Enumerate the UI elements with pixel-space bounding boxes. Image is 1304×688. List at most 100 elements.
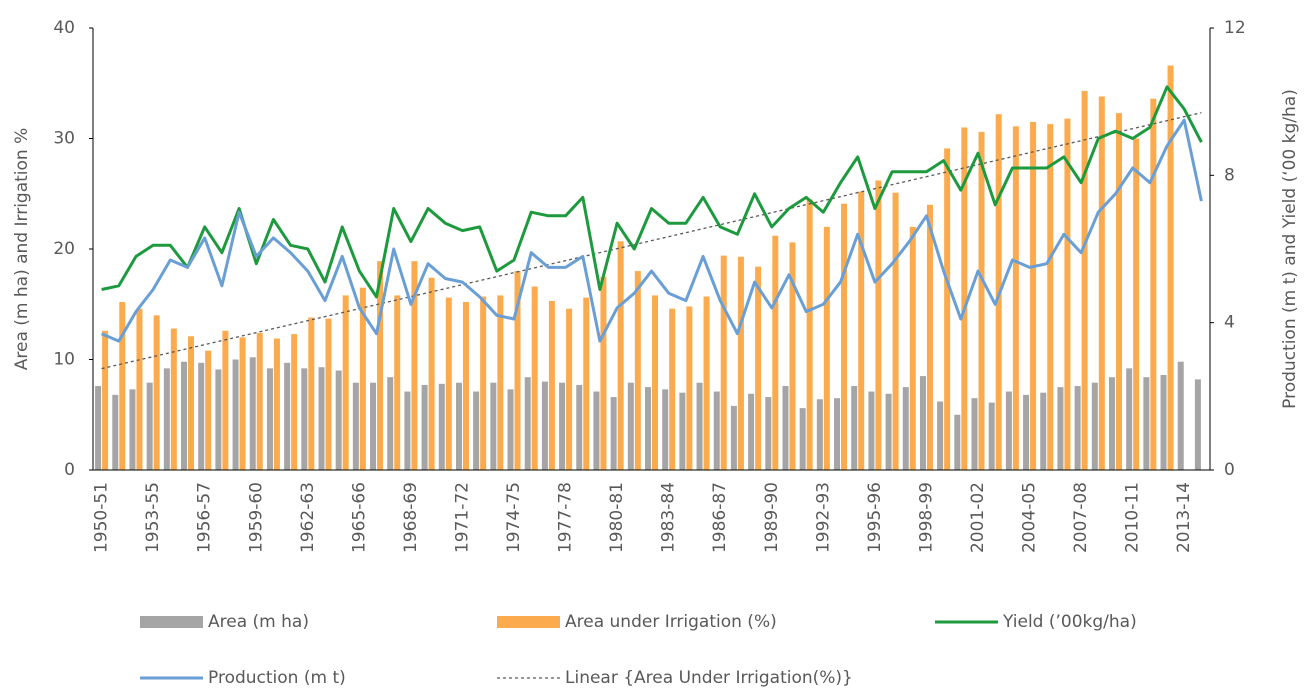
line-series: [101, 118, 1203, 343]
x-tick-label: 1977-78: [556, 482, 576, 553]
bar: [359, 287, 366, 470]
bar: [713, 391, 720, 470]
y-tick-label: 0: [64, 460, 75, 480]
bar: [377, 261, 384, 470]
bar: [445, 297, 452, 470]
bar: [669, 308, 676, 470]
bar: [1057, 387, 1064, 470]
bar: [909, 226, 916, 470]
bar: [256, 332, 263, 470]
bar: [926, 204, 933, 471]
bar: [720, 255, 727, 470]
x-tick-label: 2007-08: [1071, 482, 1091, 553]
bar: [696, 382, 703, 470]
bar: [112, 394, 119, 470]
bar: [748, 393, 755, 470]
x-tick-label: 1953-55: [143, 482, 163, 553]
y-tick-label: 30: [53, 129, 75, 149]
bar: [462, 302, 469, 470]
bar: [1023, 394, 1030, 470]
bar: [507, 389, 514, 470]
bar: [765, 397, 772, 470]
bar: [703, 296, 710, 470]
bar: [1030, 121, 1037, 471]
legend-label: Area (m ha): [208, 612, 309, 632]
bar: [455, 382, 462, 470]
bar: [1167, 65, 1174, 470]
bar: [988, 402, 995, 470]
bar: [1177, 361, 1184, 470]
x-tick-label: 1971-72: [452, 482, 472, 553]
bar: [318, 367, 325, 470]
bar: [308, 317, 315, 470]
bar: [249, 357, 256, 470]
bar: [610, 397, 617, 470]
legend-label: Linear {Area Under Irrigation(%)}: [565, 668, 853, 688]
bar: [576, 384, 583, 470]
bar: [232, 359, 239, 470]
bar: [868, 391, 875, 470]
x-tick-label: 2013-14: [1174, 482, 1194, 553]
bar: [352, 382, 359, 470]
bar: [789, 242, 796, 470]
bar: [222, 330, 229, 470]
bar: [1005, 391, 1012, 470]
bar: [730, 405, 737, 470]
legend-swatch: [140, 616, 203, 628]
bar: [978, 131, 985, 470]
bar: [163, 368, 170, 470]
bar: [531, 286, 538, 470]
y2-tick-label: 8: [1224, 165, 1235, 185]
bar: [387, 377, 394, 470]
bar: [1150, 98, 1157, 470]
bar: [548, 300, 555, 470]
bar: [394, 295, 401, 470]
bar: [129, 389, 136, 470]
bar: [652, 295, 658, 470]
bar: [1091, 382, 1098, 470]
x-tick-label: 1986-87: [710, 482, 730, 553]
bar: [1108, 377, 1115, 470]
bar: [583, 297, 590, 470]
y2-tick-label: 4: [1224, 313, 1235, 333]
bar: [971, 398, 978, 470]
line-series: [101, 85, 1203, 299]
bar: [102, 330, 109, 470]
bar: [823, 226, 830, 470]
bar: [1040, 392, 1047, 470]
bar: [1133, 138, 1140, 470]
bar: [1098, 96, 1105, 470]
bar: [799, 408, 806, 470]
bar: [834, 398, 841, 470]
bar: [497, 295, 504, 470]
x-tick-label: 2004-05: [1020, 482, 1040, 553]
bar: [215, 369, 222, 470]
bar: [627, 382, 634, 470]
bar: [1064, 118, 1071, 471]
bar: [1143, 377, 1150, 470]
x-tick-label: 1995-96: [865, 482, 885, 553]
x-tick-label: 1962-63: [298, 482, 318, 553]
x-tick-label: 1950-51: [92, 482, 112, 553]
y2-tick-label: 12: [1224, 18, 1246, 38]
bar: [755, 266, 762, 470]
bar: [737, 256, 744, 470]
bar: [490, 382, 497, 470]
bar: [266, 368, 273, 470]
x-tick-label: 1956-57: [195, 482, 215, 553]
bar: [593, 391, 600, 470]
bar: [1081, 90, 1088, 471]
bar: [892, 192, 899, 470]
bar: [919, 376, 926, 470]
bar: [645, 387, 651, 470]
bar: [170, 328, 177, 470]
bar: [119, 302, 126, 470]
bar: [301, 368, 308, 470]
bar: [679, 392, 686, 470]
legend-label: Area under Irrigation (%): [565, 612, 777, 632]
bar: [1074, 386, 1081, 470]
bar: [858, 191, 865, 471]
bar: [205, 350, 212, 470]
bar: [239, 337, 246, 470]
bar: [851, 386, 858, 470]
